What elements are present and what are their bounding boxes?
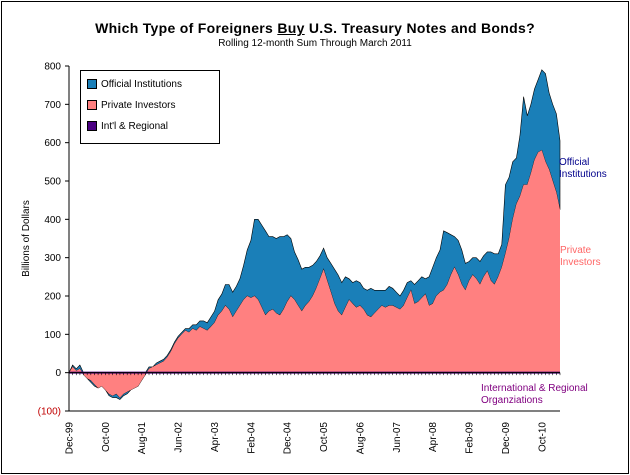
y-tick-label: 500 — [44, 177, 61, 188]
y-tick-label: 300 — [44, 253, 61, 264]
legend-label-intl: Int'l & Regional — [101, 120, 168, 132]
x-tick-label: Oct-05 — [319, 422, 330, 452]
title-part-emphasis: Buy — [277, 20, 305, 36]
x-tick-label: Aug-01 — [137, 422, 148, 455]
x-tick-label: Feb-09 — [465, 422, 476, 454]
y-tick-label: 600 — [44, 138, 61, 149]
y-tick-label: 700 — [44, 100, 61, 111]
legend-swatch-private — [87, 100, 97, 110]
legend-item-intl: Int'l & Regional — [87, 119, 168, 133]
legend-swatch-official — [87, 79, 97, 89]
annotation-official: Official Institutions — [559, 157, 607, 180]
y-tick-label: 400 — [44, 215, 61, 226]
x-tick-label: Dec-99 — [65, 422, 76, 455]
x-tick-label: Apr-03 — [210, 422, 221, 452]
x-tick-label: Apr-08 — [428, 422, 439, 452]
series-area-private — [69, 150, 560, 398]
legend: Official Institutions Private Investors … — [80, 70, 220, 144]
legend-item-private: Private Investors — [87, 98, 175, 112]
y-axis-label: Billions of Dollars — [21, 200, 32, 277]
y-tick-label: 200 — [44, 292, 61, 303]
x-tick-label: Jun-02 — [174, 422, 185, 453]
legend-swatch-intl — [87, 121, 97, 131]
annotation-intl: International & Regional Organziations — [481, 383, 588, 406]
chart-subtitle: Rolling 12-month Sum Through March 2011 — [218, 38, 412, 49]
legend-label-official: Official Institutions — [101, 78, 182, 90]
x-tick-label: Dec-09 — [501, 422, 512, 455]
x-tick-label: Aug-06 — [355, 422, 366, 455]
y-tick-label: 0 — [55, 368, 61, 379]
x-tick-label: Feb-04 — [246, 422, 257, 454]
y-tick-label: (100) — [38, 407, 61, 418]
chart-title: Which Type of Foreigners Buy U.S. Treasu… — [0, 20, 630, 36]
axes-layer: (100) 0 100 200 300 400 500 600 700 800 Dec-99 Oct-… — [21, 62, 561, 455]
x-tick-label: Oct-10 — [537, 422, 548, 452]
x-tick-label: Oct-00 — [101, 422, 112, 452]
title-part-3: U.S. Treasury Notes and Bonds? — [304, 20, 535, 36]
annotation-private: Private Investors — [560, 245, 601, 268]
y-tick-label: 100 — [44, 330, 61, 341]
x-tick-label: Jun-07 — [392, 422, 403, 453]
x-tick-label: Dec-04 — [283, 422, 294, 455]
title-part-1: Which Type of Foreigners — [95, 20, 278, 36]
legend-item-official: Official Institutions — [87, 77, 182, 91]
y-tick-label: 800 — [44, 62, 61, 73]
legend-label-private: Private Investors — [101, 99, 176, 111]
